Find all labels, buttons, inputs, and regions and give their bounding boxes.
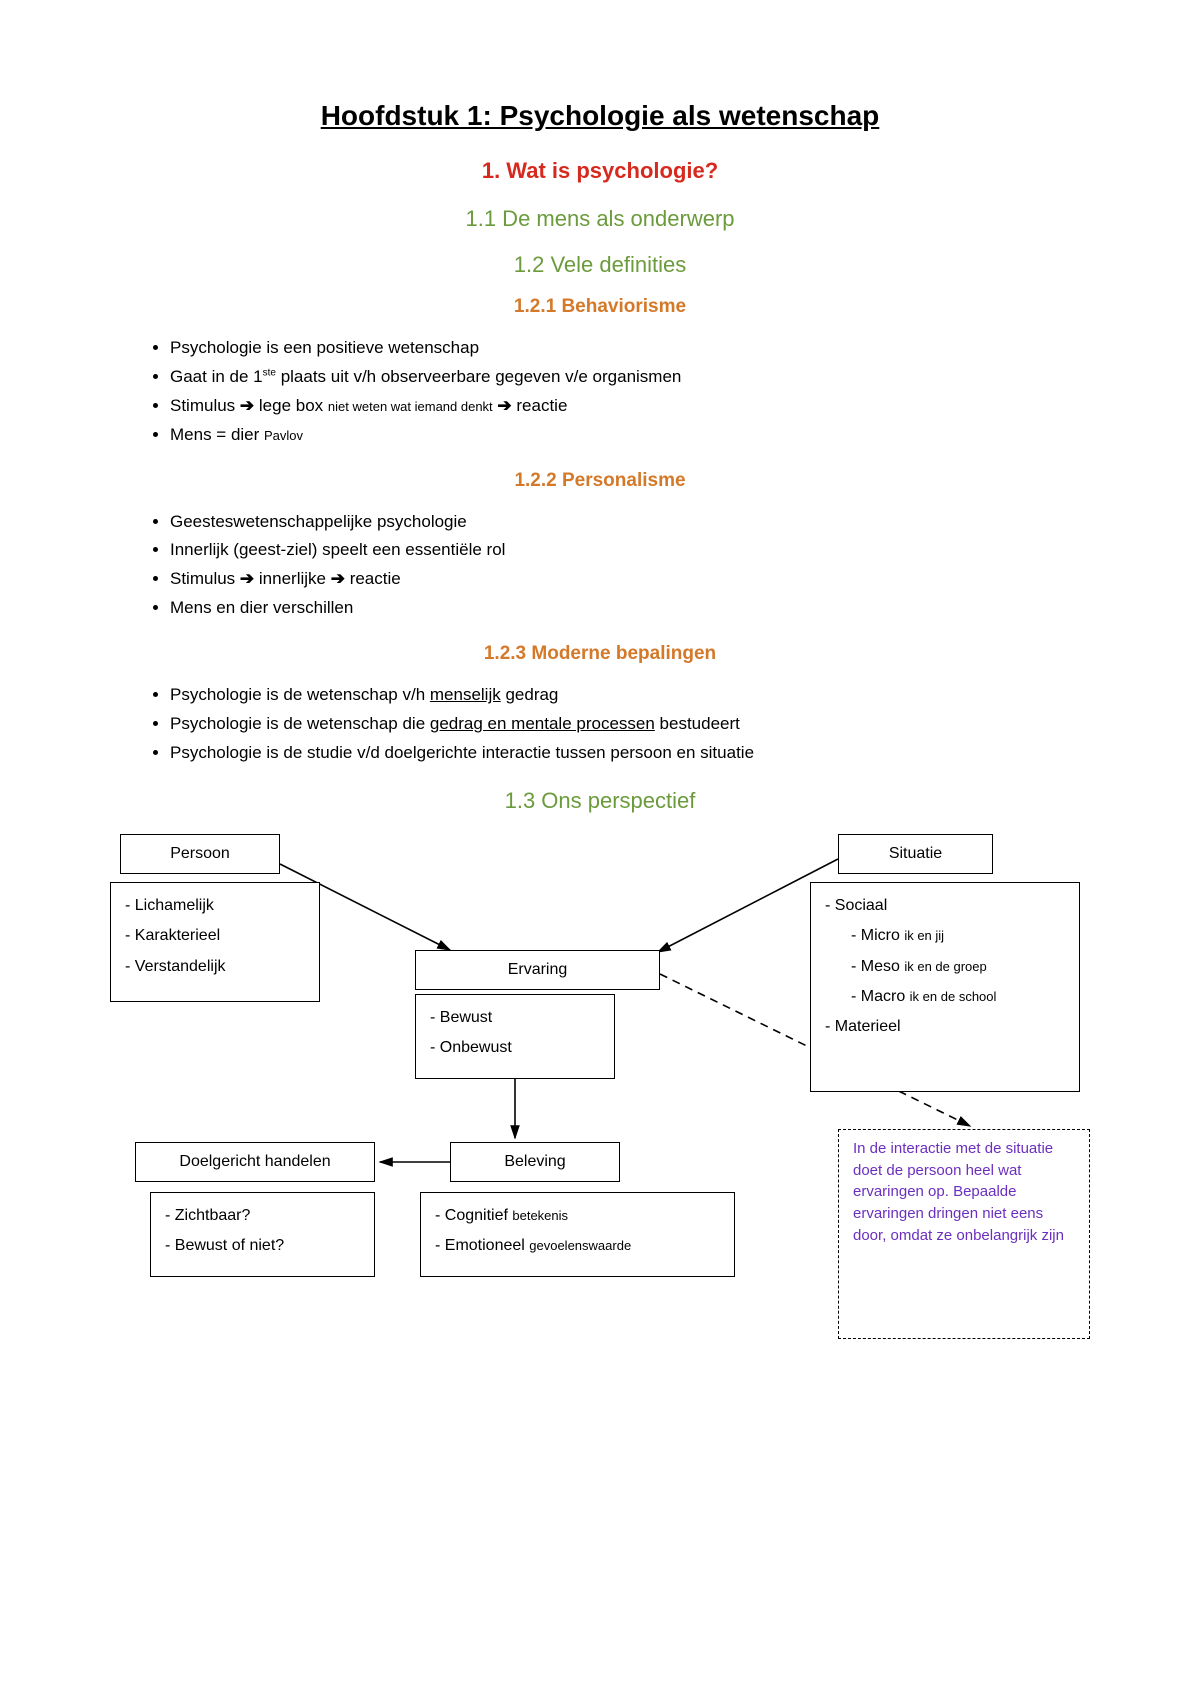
diagram-box-ervaring_body: - Bewust- Onbewust bbox=[415, 994, 615, 1079]
diagram-box-situatie_body: - Sociaal- Micro ik en jij- Meso ik en d… bbox=[810, 882, 1080, 1092]
page-title: Hoofdstuk 1: Psychologie als wetenschap bbox=[110, 100, 1090, 132]
heading-1-1: 1.1 De mens als onderwerp bbox=[110, 206, 1090, 232]
list-item: Mens = dier Pavlov bbox=[170, 421, 1090, 450]
list-item: Stimulus ➔ innerlijke ➔ reactie bbox=[170, 565, 1090, 594]
moderne-list: Psychologie is de wetenschap v/h menseli… bbox=[170, 681, 1090, 768]
heading-1-2-2: 1.2.2 Personalisme bbox=[110, 470, 1090, 492]
diagram-box-ervaring_title: Ervaring bbox=[415, 950, 660, 990]
heading-1-2-1: 1.2.1 Behaviorisme bbox=[110, 296, 1090, 318]
diagram-box-persoon_title: Persoon bbox=[120, 834, 280, 874]
perspectief-diagram: Persoon - Lichamelijk- Karakterieel- Vers… bbox=[110, 834, 1090, 1374]
diagram-box-beleving_title: Beleving bbox=[450, 1142, 620, 1182]
personalisme-list: Geesteswetenschappelijke psychologieInne… bbox=[170, 508, 1090, 624]
heading-1-2-3: 1.2.3 Moderne bepalingen bbox=[110, 643, 1090, 665]
list-item: Psychologie is een positieve wetenschap bbox=[170, 334, 1090, 363]
heading-1: 1. Wat is psychologie? bbox=[110, 158, 1090, 184]
list-item: Mens en dier verschillen bbox=[170, 594, 1090, 623]
diagram-box-doel_body: - Zichtbaar?- Bewust of niet? bbox=[150, 1192, 375, 1277]
list-item: Geesteswetenschappelijke psychologie bbox=[170, 508, 1090, 537]
list-item: Gaat in de 1ste plaats uit v/h observeer… bbox=[170, 363, 1090, 392]
list-item: Stimulus ➔ lege box niet weten wat ieman… bbox=[170, 392, 1090, 421]
diagram-box-persoon_body: - Lichamelijk- Karakterieel- Verstandeli… bbox=[110, 882, 320, 1002]
behaviorisme-list: Psychologie is een positieve wetenschapG… bbox=[170, 334, 1090, 450]
list-item: Psychologie is de wetenschap v/h menseli… bbox=[170, 681, 1090, 710]
diagram-box-situatie_title: Situatie bbox=[838, 834, 993, 874]
diagram-box-beleving_body: - Cognitief betekenis- Emotioneel gevoel… bbox=[420, 1192, 735, 1277]
list-item: Psychologie is de wetenschap die gedrag … bbox=[170, 710, 1090, 739]
heading-1-2: 1.2 Vele definities bbox=[110, 252, 1090, 278]
list-item: Psychologie is de studie v/d doelgericht… bbox=[170, 739, 1090, 768]
heading-1-3: 1.3 Ons perspectief bbox=[110, 788, 1090, 814]
diagram-box-note: In de interactie met de situatie doet de… bbox=[838, 1129, 1090, 1339]
diagram-box-doel_title: Doelgericht handelen bbox=[135, 1142, 375, 1182]
list-item: Innerlijk (geest-ziel) speelt een essent… bbox=[170, 536, 1090, 565]
